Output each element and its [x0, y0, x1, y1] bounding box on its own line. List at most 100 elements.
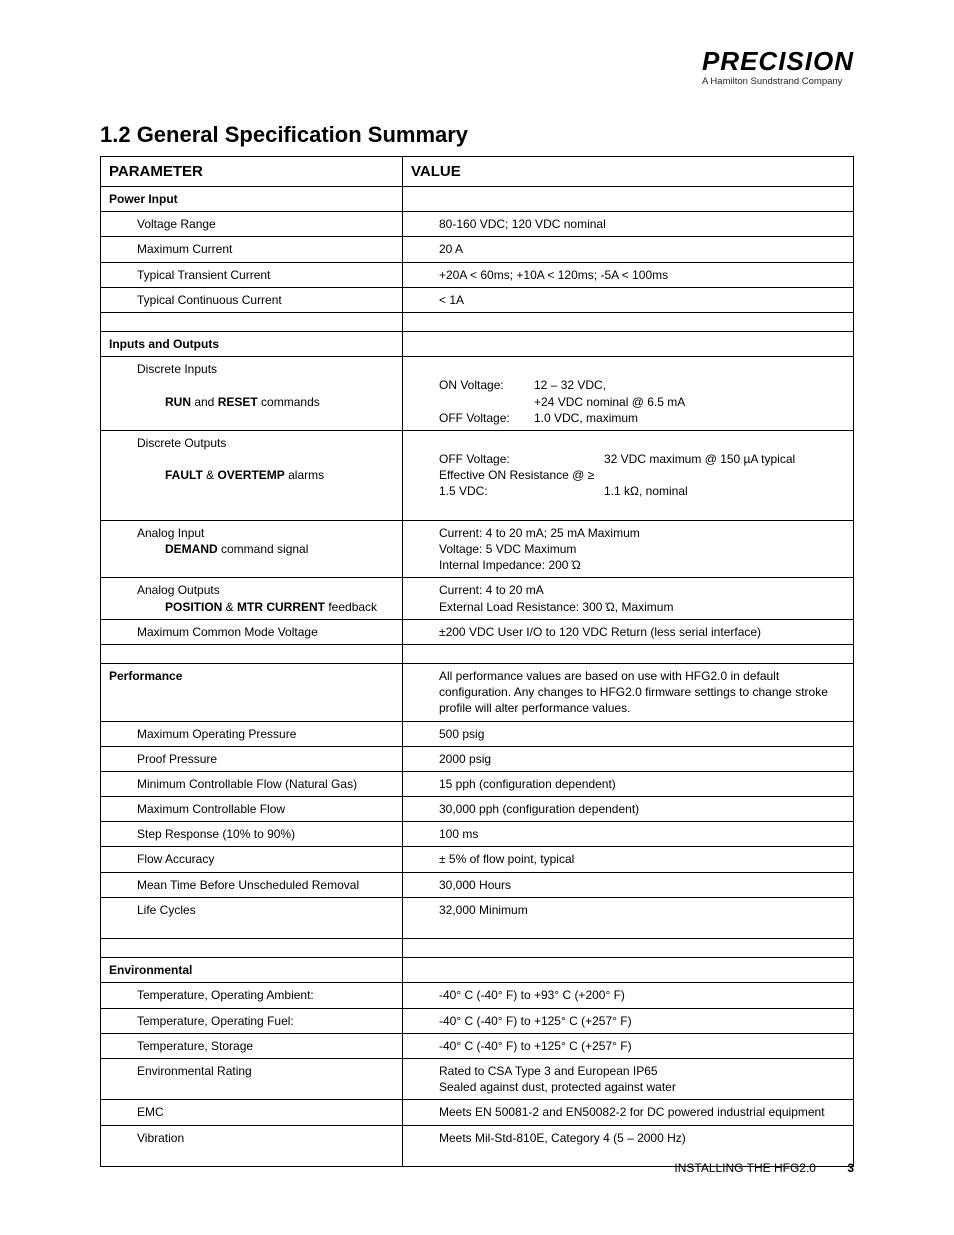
param-value: 2000 psig — [411, 751, 491, 767]
header-parameter: PARAMETER — [101, 157, 403, 187]
table-row: Typical Continuous Current < 1A — [101, 287, 854, 312]
param-label: Maximum Current — [109, 241, 232, 257]
table-row: Maximum Current 20 A — [101, 237, 854, 262]
param-label: Life Cycles — [109, 902, 196, 918]
performance-label: Performance — [109, 669, 182, 683]
io-label: Inputs and Outputs — [109, 337, 219, 351]
param-value: External Load Resistance: 300 Ώ, Maximum — [411, 599, 673, 615]
param-value: ±200 VDC User I/O to 120 VDC Return (les… — [411, 624, 761, 640]
param-value: Meets EN 50081-2 and EN50082-2 for DC po… — [411, 1104, 825, 1120]
param-value: 80-160 VDC; 120 VDC nominal — [411, 216, 606, 232]
param-label: Step Response (10% to 90%) — [109, 826, 295, 842]
param-label: Maximum Common Mode Voltage — [109, 624, 318, 640]
kv-pair: Effective ON Resistance @ ≥ 1.5 VDC:1.1 … — [411, 467, 688, 499]
environmental-label: Environmental — [109, 963, 192, 977]
param-label: Minimum Controllable Flow (Natural Gas) — [109, 776, 357, 792]
table-row: Temperature, Operating Ambient: -40° C (… — [101, 983, 854, 1008]
param-label: Maximum Operating Pressure — [109, 726, 296, 742]
param-value: 500 psig — [411, 726, 484, 742]
text: and — [191, 395, 218, 409]
header-value: VALUE — [403, 157, 854, 187]
param-value: +20A < 60ms; +10A < 120ms; -5A < 100ms — [411, 267, 668, 283]
param-value: ± 5% of flow point, typical — [411, 851, 574, 867]
kv-key: Effective ON Resistance @ ≥ 1.5 VDC: — [439, 467, 604, 499]
param-label: Analog Input — [109, 525, 204, 541]
param-value: Current: 4 to 20 mA — [411, 582, 544, 598]
param-value: -40° C (-40° F) to +125° C (+257° F) — [411, 1038, 632, 1054]
spacer-row — [101, 312, 854, 331]
param-sub-label: RUN and RESET commands — [109, 394, 320, 410]
param-label: Analog Outputs — [109, 582, 220, 598]
text: feedback — [325, 600, 377, 614]
param-value: Current: 4 to 20 mA; 25 mA Maximum — [411, 525, 640, 541]
param-label: Mean Time Before Unscheduled Removal — [109, 877, 359, 893]
text: & — [222, 600, 237, 614]
bold-text: OVERTEMP — [217, 468, 284, 482]
spacer-row — [101, 644, 854, 663]
bold-text: DEMAND — [165, 542, 218, 556]
table-row: EMC Meets EN 50081-2 and EN50082-2 for D… — [101, 1100, 854, 1125]
logo-tagline: A Hamilton Sundstrand Company — [702, 76, 854, 87]
param-label: Flow Accuracy — [109, 851, 214, 867]
param-label: Discrete Inputs — [109, 361, 217, 377]
bold-text: MTR CURRENT — [237, 600, 325, 614]
table-row: Environmental Rating Rated to CSA Type 3… — [101, 1058, 854, 1099]
logo-brand: PRECISION — [702, 48, 854, 74]
bold-text: RESET — [218, 395, 258, 409]
table-row: Temperature, Operating Fuel: -40° C (-40… — [101, 1008, 854, 1033]
param-value: Internal Impedance: 200 Ώ — [411, 557, 581, 573]
performance-note: All performance values are based on use … — [411, 668, 845, 717]
table-row: Step Response (10% to 90%) 100 ms — [101, 822, 854, 847]
param-label: Temperature, Operating Fuel: — [109, 1013, 294, 1029]
param-value: Rated to CSA Type 3 and European IP65 — [411, 1063, 658, 1079]
footer-section: INSTALLING THE HFG2.0 — [674, 1161, 816, 1175]
table-row: Inputs and Outputs — [101, 331, 854, 356]
table-row: Discrete Outputs FAULT & OVERTEMP alarms… — [101, 430, 854, 520]
param-value: 32,000 Minimum — [411, 902, 528, 918]
kv-key: ON Voltage: — [439, 377, 534, 393]
kv-pair: ON Voltage:12 – 32 VDC, — [411, 377, 606, 393]
table-row: Analog Outputs POSITION & MTR CURRENT fe… — [101, 578, 854, 619]
footer-page-number: 3 — [847, 1161, 854, 1175]
text: commands — [258, 395, 320, 409]
param-value: 30,000 Hours — [411, 877, 511, 893]
spec-table: PARAMETER VALUE Power Input Voltage Rang… — [100, 156, 854, 1167]
table-row: Maximum Operating Pressure 500 psig — [101, 721, 854, 746]
table-row: Maximum Common Mode Voltage ±200 VDC Use… — [101, 619, 854, 644]
bold-text: RUN — [165, 395, 191, 409]
param-label: Maximum Controllable Flow — [109, 801, 285, 817]
kv-val: 32 VDC maximum @ 150 µA typical — [604, 452, 795, 466]
param-value: Meets Mil-Std-810E, Category 4 (5 – 2000… — [411, 1130, 686, 1146]
table-row: Discrete Inputs RUN and RESET commands O… — [101, 357, 854, 431]
text: command signal — [218, 542, 309, 556]
param-label: Typical Transient Current — [109, 267, 270, 283]
kv-pair: +24 VDC nominal @ 6.5 mA — [411, 394, 685, 410]
param-value: -40° C (-40° F) to +93° C (+200° F) — [411, 987, 625, 1003]
param-value: Voltage: 5 VDC Maximum — [411, 541, 576, 557]
text: alarms — [285, 468, 324, 482]
param-value: -40° C (-40° F) to +125° C (+257° F) — [411, 1013, 632, 1029]
table-row: Performance All performance values are b… — [101, 663, 854, 721]
table-row: Analog Input DEMAND command signal Curre… — [101, 520, 854, 578]
param-label: Typical Continuous Current — [109, 292, 282, 308]
kv-pair: OFF Voltage:32 VDC maximum @ 150 µA typi… — [411, 451, 795, 467]
param-value: 20 A — [411, 241, 463, 257]
table-row: Mean Time Before Unscheduled Removal 30,… — [101, 872, 854, 897]
param-value: 100 ms — [411, 826, 478, 842]
kv-key: OFF Voltage: — [439, 410, 534, 426]
kv-val: 1.1 kΩ, nominal — [604, 484, 688, 498]
section-heading: 1.2 General Specification Summary — [100, 122, 854, 148]
page-footer: INSTALLING THE HFG2.0 3 — [100, 1161, 854, 1175]
param-sub-label: FAULT & OVERTEMP alarms — [109, 467, 324, 483]
table-row: Environmental — [101, 958, 854, 983]
table-row: Proof Pressure 2000 psig — [101, 746, 854, 771]
bold-text: FAULT — [165, 468, 203, 482]
kv-val: +24 VDC nominal @ 6.5 mA — [534, 395, 685, 409]
table-row: Temperature, Storage -40° C (-40° F) to … — [101, 1033, 854, 1058]
param-label: Vibration — [109, 1130, 184, 1146]
table-row: Power Input — [101, 187, 854, 212]
param-label: Voltage Range — [109, 216, 216, 232]
param-label: Discrete Outputs — [109, 435, 226, 451]
kv-pair: OFF Voltage:1.0 VDC, maximum — [411, 410, 638, 426]
table-row: Life Cycles 32,000 Minimum — [101, 897, 854, 938]
